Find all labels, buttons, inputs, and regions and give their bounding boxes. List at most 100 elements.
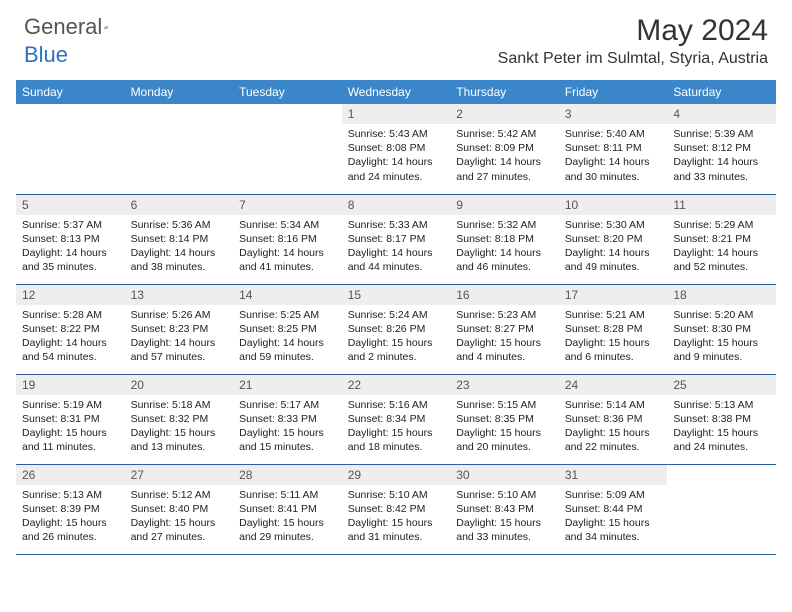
calendar-cell bbox=[16, 104, 125, 194]
day-number: 10 bbox=[559, 195, 668, 215]
calendar-cell: 17Sunrise: 5:21 AMSunset: 8:28 PMDayligh… bbox=[559, 284, 668, 374]
weekday-header: Tuesday bbox=[233, 80, 342, 104]
day-details: Sunrise: 5:23 AMSunset: 8:27 PMDaylight:… bbox=[450, 305, 559, 369]
day-details: Sunrise: 5:34 AMSunset: 8:16 PMDaylight:… bbox=[233, 215, 342, 279]
day-number: 21 bbox=[233, 375, 342, 395]
calendar-cell: 12Sunrise: 5:28 AMSunset: 8:22 PMDayligh… bbox=[16, 284, 125, 374]
page-header: General May 2024 Sankt Peter im Sulmtal,… bbox=[0, 0, 792, 74]
day-details: Sunrise: 5:37 AMSunset: 8:13 PMDaylight:… bbox=[16, 215, 125, 279]
calendar-cell bbox=[233, 104, 342, 194]
calendar-cell: 13Sunrise: 5:26 AMSunset: 8:23 PMDayligh… bbox=[125, 284, 234, 374]
calendar-cell: 18Sunrise: 5:20 AMSunset: 8:30 PMDayligh… bbox=[667, 284, 776, 374]
calendar-cell: 11Sunrise: 5:29 AMSunset: 8:21 PMDayligh… bbox=[667, 194, 776, 284]
day-number: 11 bbox=[667, 195, 776, 215]
calendar-cell: 29Sunrise: 5:10 AMSunset: 8:42 PMDayligh… bbox=[342, 464, 451, 554]
day-number: 1 bbox=[342, 104, 451, 124]
day-number: 30 bbox=[450, 465, 559, 485]
calendar-cell: 20Sunrise: 5:18 AMSunset: 8:32 PMDayligh… bbox=[125, 374, 234, 464]
calendar-cell: 1Sunrise: 5:43 AMSunset: 8:08 PMDaylight… bbox=[342, 104, 451, 194]
calendar-cell: 23Sunrise: 5:15 AMSunset: 8:35 PMDayligh… bbox=[450, 374, 559, 464]
day-number: 3 bbox=[559, 104, 668, 124]
weekday-header: Wednesday bbox=[342, 80, 451, 104]
day-details: Sunrise: 5:28 AMSunset: 8:22 PMDaylight:… bbox=[16, 305, 125, 369]
weekday-header: Saturday bbox=[667, 80, 776, 104]
day-number: 23 bbox=[450, 375, 559, 395]
day-details: Sunrise: 5:09 AMSunset: 8:44 PMDaylight:… bbox=[559, 485, 668, 549]
day-number: 6 bbox=[125, 195, 234, 215]
day-details: Sunrise: 5:13 AMSunset: 8:39 PMDaylight:… bbox=[16, 485, 125, 549]
weekday-header: Sunday bbox=[16, 80, 125, 104]
calendar-cell: 3Sunrise: 5:40 AMSunset: 8:11 PMDaylight… bbox=[559, 104, 668, 194]
day-number: 4 bbox=[667, 104, 776, 124]
day-number: 15 bbox=[342, 285, 451, 305]
calendar-cell: 2Sunrise: 5:42 AMSunset: 8:09 PMDaylight… bbox=[450, 104, 559, 194]
calendar-cell: 14Sunrise: 5:25 AMSunset: 8:25 PMDayligh… bbox=[233, 284, 342, 374]
location-subtitle: Sankt Peter im Sulmtal, Styria, Austria bbox=[498, 50, 768, 68]
logo: General bbox=[24, 14, 128, 40]
calendar-cell bbox=[667, 464, 776, 554]
day-number: 31 bbox=[559, 465, 668, 485]
calendar-cell: 9Sunrise: 5:32 AMSunset: 8:18 PMDaylight… bbox=[450, 194, 559, 284]
day-details: Sunrise: 5:18 AMSunset: 8:32 PMDaylight:… bbox=[125, 395, 234, 459]
day-details: Sunrise: 5:42 AMSunset: 8:09 PMDaylight:… bbox=[450, 124, 559, 188]
calendar-cell: 26Sunrise: 5:13 AMSunset: 8:39 PMDayligh… bbox=[16, 464, 125, 554]
day-details: Sunrise: 5:33 AMSunset: 8:17 PMDaylight:… bbox=[342, 215, 451, 279]
calendar-cell: 15Sunrise: 5:24 AMSunset: 8:26 PMDayligh… bbox=[342, 284, 451, 374]
month-title: May 2024 bbox=[498, 14, 768, 48]
day-number: 19 bbox=[16, 375, 125, 395]
logo-text-general: General bbox=[24, 14, 102, 40]
day-number: 12 bbox=[16, 285, 125, 305]
day-number: 9 bbox=[450, 195, 559, 215]
logo-triangle-icon bbox=[104, 18, 108, 36]
calendar-cell: 7Sunrise: 5:34 AMSunset: 8:16 PMDaylight… bbox=[233, 194, 342, 284]
calendar-cell: 16Sunrise: 5:23 AMSunset: 8:27 PMDayligh… bbox=[450, 284, 559, 374]
day-details: Sunrise: 5:10 AMSunset: 8:42 PMDaylight:… bbox=[342, 485, 451, 549]
calendar-cell bbox=[125, 104, 234, 194]
day-number: 25 bbox=[667, 375, 776, 395]
day-details: Sunrise: 5:14 AMSunset: 8:36 PMDaylight:… bbox=[559, 395, 668, 459]
day-number: 18 bbox=[667, 285, 776, 305]
day-details: Sunrise: 5:32 AMSunset: 8:18 PMDaylight:… bbox=[450, 215, 559, 279]
calendar-row: 5Sunrise: 5:37 AMSunset: 8:13 PMDaylight… bbox=[16, 194, 776, 284]
day-details: Sunrise: 5:13 AMSunset: 8:38 PMDaylight:… bbox=[667, 395, 776, 459]
day-details: Sunrise: 5:39 AMSunset: 8:12 PMDaylight:… bbox=[667, 124, 776, 188]
calendar-table: SundayMondayTuesdayWednesdayThursdayFrid… bbox=[16, 80, 776, 555]
day-details: Sunrise: 5:19 AMSunset: 8:31 PMDaylight:… bbox=[16, 395, 125, 459]
day-details: Sunrise: 5:10 AMSunset: 8:43 PMDaylight:… bbox=[450, 485, 559, 549]
calendar-cell: 25Sunrise: 5:13 AMSunset: 8:38 PMDayligh… bbox=[667, 374, 776, 464]
day-details: Sunrise: 5:11 AMSunset: 8:41 PMDaylight:… bbox=[233, 485, 342, 549]
day-details: Sunrise: 5:12 AMSunset: 8:40 PMDaylight:… bbox=[125, 485, 234, 549]
day-number: 29 bbox=[342, 465, 451, 485]
calendar-row: 26Sunrise: 5:13 AMSunset: 8:39 PMDayligh… bbox=[16, 464, 776, 554]
day-details: Sunrise: 5:17 AMSunset: 8:33 PMDaylight:… bbox=[233, 395, 342, 459]
day-details: Sunrise: 5:40 AMSunset: 8:11 PMDaylight:… bbox=[559, 124, 668, 188]
calendar-cell: 5Sunrise: 5:37 AMSunset: 8:13 PMDaylight… bbox=[16, 194, 125, 284]
calendar-row: 1Sunrise: 5:43 AMSunset: 8:08 PMDaylight… bbox=[16, 104, 776, 194]
day-details: Sunrise: 5:43 AMSunset: 8:08 PMDaylight:… bbox=[342, 124, 451, 188]
weekday-header: Friday bbox=[559, 80, 668, 104]
calendar-cell: 19Sunrise: 5:19 AMSunset: 8:31 PMDayligh… bbox=[16, 374, 125, 464]
day-number: 14 bbox=[233, 285, 342, 305]
day-details: Sunrise: 5:29 AMSunset: 8:21 PMDaylight:… bbox=[667, 215, 776, 279]
weekday-header: Thursday bbox=[450, 80, 559, 104]
day-number: 26 bbox=[16, 465, 125, 485]
calendar-row: 12Sunrise: 5:28 AMSunset: 8:22 PMDayligh… bbox=[16, 284, 776, 374]
day-number: 22 bbox=[342, 375, 451, 395]
calendar-cell: 24Sunrise: 5:14 AMSunset: 8:36 PMDayligh… bbox=[559, 374, 668, 464]
calendar-header-row: SundayMondayTuesdayWednesdayThursdayFrid… bbox=[16, 80, 776, 104]
day-number: 16 bbox=[450, 285, 559, 305]
day-number: 24 bbox=[559, 375, 668, 395]
calendar-cell: 6Sunrise: 5:36 AMSunset: 8:14 PMDaylight… bbox=[125, 194, 234, 284]
calendar-cell: 27Sunrise: 5:12 AMSunset: 8:40 PMDayligh… bbox=[125, 464, 234, 554]
day-details: Sunrise: 5:16 AMSunset: 8:34 PMDaylight:… bbox=[342, 395, 451, 459]
calendar-cell: 10Sunrise: 5:30 AMSunset: 8:20 PMDayligh… bbox=[559, 194, 668, 284]
calendar-cell: 30Sunrise: 5:10 AMSunset: 8:43 PMDayligh… bbox=[450, 464, 559, 554]
day-details: Sunrise: 5:15 AMSunset: 8:35 PMDaylight:… bbox=[450, 395, 559, 459]
logo-text-blue: Blue bbox=[24, 42, 68, 67]
calendar-cell: 21Sunrise: 5:17 AMSunset: 8:33 PMDayligh… bbox=[233, 374, 342, 464]
day-details: Sunrise: 5:20 AMSunset: 8:30 PMDaylight:… bbox=[667, 305, 776, 369]
day-number: 28 bbox=[233, 465, 342, 485]
day-number: 7 bbox=[233, 195, 342, 215]
day-details: Sunrise: 5:25 AMSunset: 8:25 PMDaylight:… bbox=[233, 305, 342, 369]
day-details: Sunrise: 5:21 AMSunset: 8:28 PMDaylight:… bbox=[559, 305, 668, 369]
